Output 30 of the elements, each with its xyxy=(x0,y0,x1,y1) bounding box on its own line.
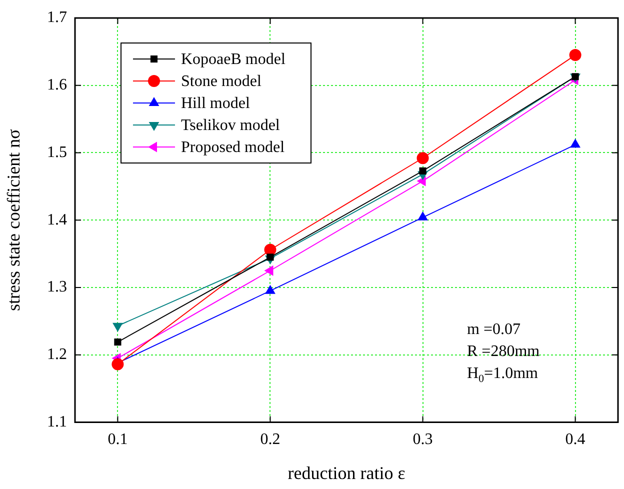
point xyxy=(416,176,426,186)
point xyxy=(266,254,274,261)
y-tick-label: 1.7 xyxy=(47,9,67,26)
point xyxy=(416,152,429,164)
point xyxy=(572,73,579,80)
annotation: R =280mm xyxy=(467,343,540,360)
point xyxy=(114,338,122,346)
point xyxy=(112,322,123,332)
y-tick-label: 1.3 xyxy=(47,278,67,296)
point xyxy=(419,167,426,174)
legend-label: Proposed model xyxy=(181,139,286,156)
legend-label: Hill model xyxy=(181,95,250,112)
x-tick-label: 0.4 xyxy=(565,431,586,448)
y-tick-label: 1.2 xyxy=(47,346,67,364)
x-tick-label: 0.3 xyxy=(412,431,433,448)
x-tick-label: 0.1 xyxy=(108,431,128,448)
x-axis-title: reduction ratio ε xyxy=(288,462,406,483)
y-tick-label: 1.6 xyxy=(47,76,67,94)
y-tick-label: 1.4 xyxy=(47,211,67,228)
y-tick-label: 1.1 xyxy=(47,413,67,430)
point xyxy=(112,358,124,370)
legend-label: KopoaeB model xyxy=(181,51,286,68)
point xyxy=(569,49,582,62)
legend-label: Stone model xyxy=(181,73,262,90)
legend-label: Tselikov model xyxy=(181,117,280,134)
x-tick-label: 0.2 xyxy=(260,431,280,448)
point xyxy=(264,265,274,276)
y-axis-title: stress state coefficient nσ xyxy=(4,128,24,312)
annotation: m =0.07 xyxy=(467,321,520,338)
y-tick-label: 1.5 xyxy=(47,144,67,161)
